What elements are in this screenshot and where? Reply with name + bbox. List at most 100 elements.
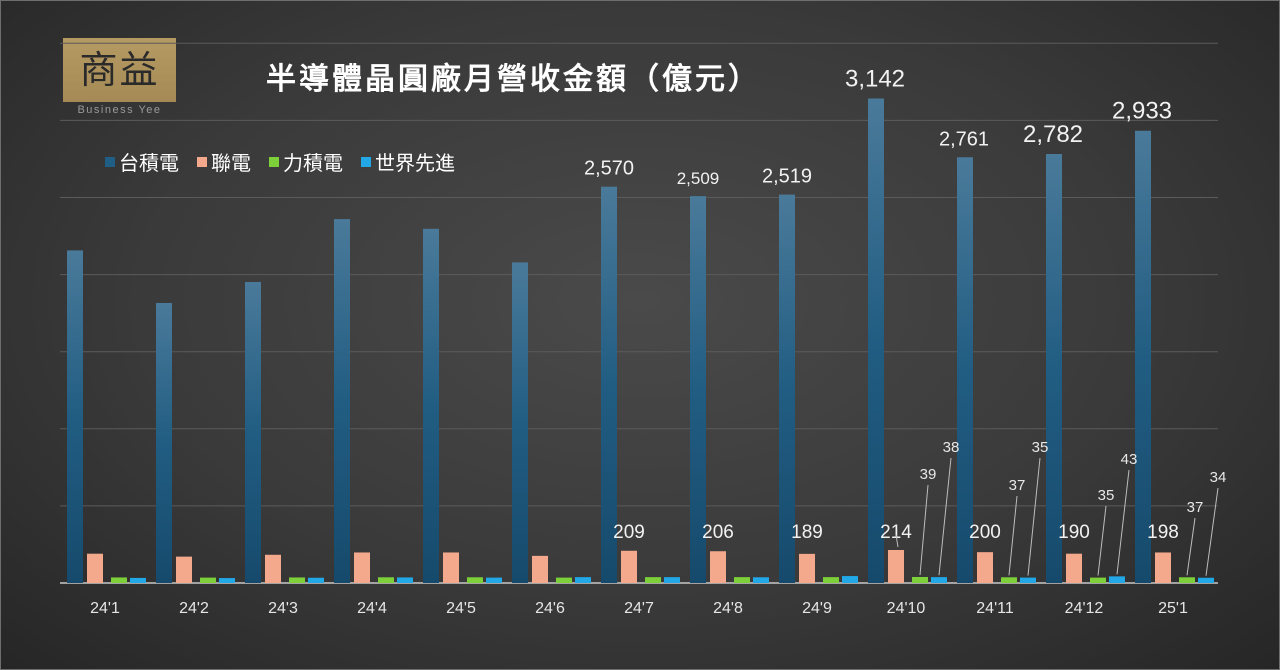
bar-vis	[486, 577, 502, 583]
data-label: 34	[1210, 469, 1227, 486]
leader-line	[1205, 487, 1219, 576]
x-tick-label: 25'1	[1158, 600, 1188, 617]
data-label: 38	[943, 439, 960, 456]
bar-umc	[176, 556, 192, 583]
bar-psmc	[1090, 577, 1106, 583]
data-label: 2,570	[584, 158, 634, 180]
bar-umc	[354, 552, 370, 583]
x-tick-label: 24'5	[446, 600, 476, 617]
leader-line	[1008, 495, 1018, 576]
x-tick-label: 24'4	[357, 600, 387, 617]
data-label: 37	[1009, 477, 1026, 494]
bar-psmc	[734, 577, 750, 583]
data-label: 2,519	[762, 166, 812, 188]
legend-label: 力積電	[283, 151, 343, 175]
leader-line	[919, 484, 929, 576]
legend-item-psmc: 力積電	[269, 147, 343, 176]
bar-tsmc	[156, 302, 172, 583]
bar-vis	[1198, 577, 1214, 583]
bar-umc	[265, 554, 281, 583]
x-tick-label: 24'2	[179, 600, 209, 617]
data-label: 35	[1098, 487, 1115, 504]
bar-umc	[443, 552, 459, 583]
data-label: 206	[702, 522, 734, 543]
bar-vis	[308, 577, 324, 583]
leader-line	[1116, 469, 1130, 575]
bar-umc	[87, 553, 103, 583]
data-label: 37	[1187, 499, 1204, 516]
data-label: 198	[1147, 522, 1179, 543]
bar-umc	[532, 555, 548, 583]
bar-psmc	[467, 577, 483, 583]
x-tick-label: 24'9	[802, 600, 832, 617]
legend-swatch	[361, 156, 371, 167]
data-label: 209	[613, 522, 645, 543]
bar-tsmc	[868, 98, 884, 583]
bar-psmc	[1001, 577, 1017, 583]
data-label: 2,509	[677, 169, 720, 188]
bar-psmc	[823, 577, 839, 583]
bar-vis	[397, 577, 413, 583]
bar-umc	[1155, 552, 1171, 583]
data-label: 2,761	[939, 128, 989, 150]
legend-item-tsmc: 台積電	[105, 147, 179, 176]
logo-subtitle: Business Yee	[77, 104, 162, 116]
data-label: 2,782	[1023, 121, 1083, 148]
bar-vis	[842, 576, 858, 583]
bar-tsmc	[245, 282, 261, 583]
data-label: 39	[920, 466, 937, 483]
x-tick-label: 24'3	[268, 600, 298, 617]
bar-psmc	[378, 577, 394, 583]
bar-tsmc	[601, 186, 617, 583]
x-tick-label: 24'7	[624, 600, 654, 617]
leader-line	[1027, 457, 1041, 576]
bar-vis	[931, 577, 947, 583]
bar-vis	[219, 578, 235, 583]
legend-item-umc: 聯電	[197, 147, 251, 176]
legend-item-vis: 世界先進	[361, 147, 455, 176]
data-label: 189	[791, 522, 823, 543]
bar-tsmc	[779, 194, 795, 584]
bar-tsmc	[423, 228, 439, 583]
legend-label: 聯電	[211, 151, 251, 175]
chart-legend: 台積電 聯電 力積電 世界先進	[105, 147, 455, 176]
bar-tsmc	[334, 219, 350, 583]
data-label: 43	[1121, 451, 1138, 468]
leader-line	[938, 457, 952, 576]
x-tick-label: 24'11	[976, 600, 1014, 617]
bar-tsmc	[690, 196, 706, 584]
legend-label: 台積電	[119, 151, 179, 175]
bar-tsmc	[1046, 154, 1062, 583]
chart-title: 半導體晶圓廠月營收金額（億元）	[266, 62, 761, 97]
leader-line	[1186, 517, 1196, 576]
logo-text: 商益	[79, 48, 160, 92]
data-label: 190	[1058, 522, 1090, 543]
bar-psmc	[912, 576, 928, 583]
bar-tsmc	[1135, 130, 1151, 584]
bar-vis	[130, 577, 146, 583]
bar-tsmc	[957, 157, 973, 584]
brand-logo: 商益	[63, 38, 176, 102]
bar-vis	[575, 577, 591, 583]
legend-swatch	[197, 156, 207, 167]
bar-umc	[799, 553, 815, 583]
bar-umc	[710, 551, 726, 583]
x-tick-label: 24'1	[90, 600, 120, 617]
legend-label: 世界先進	[375, 151, 455, 175]
leader-line	[1097, 505, 1107, 576]
bar-vis	[664, 577, 680, 583]
bar-umc	[977, 552, 993, 583]
bar-psmc	[1179, 577, 1195, 583]
bar-vis	[753, 577, 769, 583]
data-label: 214	[880, 522, 912, 543]
data-label: 2,933	[1112, 98, 1172, 125]
data-label: 35	[1032, 439, 1049, 456]
bar-umc	[888, 550, 904, 583]
bar-psmc	[111, 577, 127, 583]
bar-tsmc	[512, 262, 528, 583]
bar-tsmc	[67, 250, 83, 583]
x-tick-label: 24'10	[887, 600, 926, 617]
x-tick-label: 24'12	[1065, 600, 1104, 617]
bar-psmc	[556, 577, 572, 583]
